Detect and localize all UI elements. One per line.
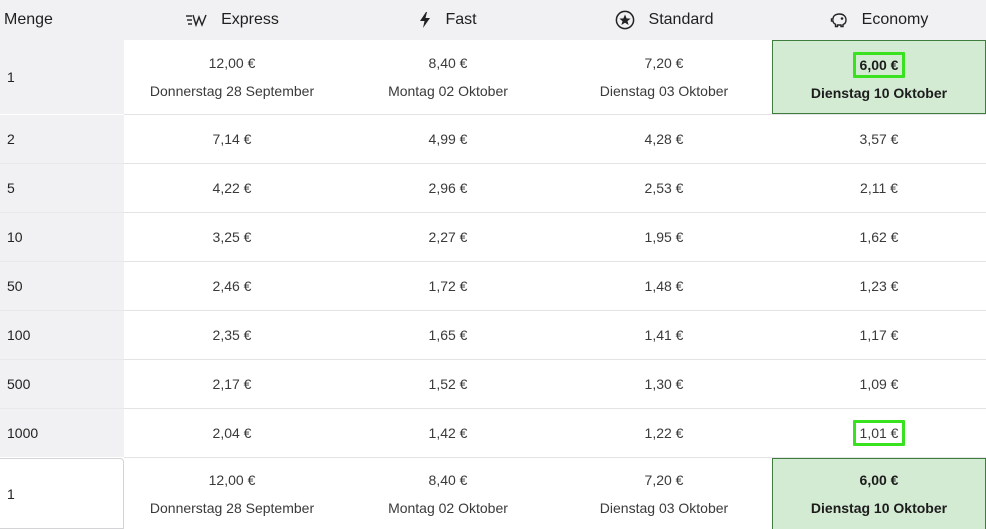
fast-price-cell[interactable]: 1,52 €	[340, 360, 556, 408]
qty-cell: 1000	[0, 409, 124, 457]
economy-price-cell[interactable]: 2,11 €	[772, 164, 986, 212]
fast-price-cell[interactable]: 1,72 €	[340, 262, 556, 310]
table-row[interactable]: 500 2,17 € 1,52 € 1,30 € 1,09 €	[0, 360, 986, 408]
standard-price-cell[interactable]: 7,20 € Dienstag 03 Oktober	[556, 458, 772, 529]
standard-price-cell[interactable]: 4,28 €	[556, 115, 772, 163]
standard-price-cell[interactable]: 1,41 €	[556, 311, 772, 359]
qty-divider	[0, 212, 124, 213]
fast-delivery-date: Montag 02 Oktober	[388, 83, 508, 99]
selected-summary-row[interactable]: 1 12,00 € Donnerstag 28 September 8,40 €…	[0, 458, 986, 529]
qty-cell: 50	[0, 262, 124, 310]
qty-cell: 100	[0, 311, 124, 359]
express-price: 12,00 €	[208, 55, 256, 71]
express-delivery-date: Donnerstag 28 September	[149, 499, 315, 516]
fast-column-header[interactable]: Fast	[340, 0, 556, 40]
table-row[interactable]: 50 2,46 € 1,72 € 1,48 € 1,23 €	[0, 262, 986, 310]
table-row[interactable]: 10 3,25 € 2,27 € 1,95 € 1,62 €	[0, 213, 986, 261]
star-circle-icon	[615, 10, 635, 30]
row-divider	[124, 212, 986, 213]
standard-price-cell[interactable]: 1,48 €	[556, 262, 772, 310]
express-price-cell[interactable]: 2,04 €	[124, 409, 340, 457]
row-divider	[124, 359, 986, 360]
standard-price-cell[interactable]: 1,22 €	[556, 409, 772, 457]
standard-delivery-date: Dienstag 03 Oktober	[599, 83, 729, 99]
row-divider	[124, 114, 986, 115]
fast-price: 8,40 €	[428, 471, 468, 488]
qty-cell: 1	[0, 40, 124, 114]
economy-delivery-date: Dienstag 10 Oktober	[810, 500, 948, 516]
qty-cell: 5	[0, 164, 124, 212]
express-delivery-date: Donnerstag 28 September	[149, 83, 315, 99]
express-price-cell[interactable]: 2,17 €	[124, 360, 340, 408]
row-divider	[124, 310, 986, 311]
standard-price-cell[interactable]: 7,20 € Dienstag 03 Oktober	[556, 40, 772, 114]
economy-price-cell-selected[interactable]: 6,00 € Dienstag 10 Oktober	[772, 458, 986, 529]
table-row[interactable]: 5 4,22 € 2,96 € 2,53 € 2,11 €	[0, 164, 986, 212]
fast-price-cell[interactable]: 1,42 €	[340, 409, 556, 457]
express-price-cell[interactable]: 12,00 € Donnerstag 28 September	[124, 458, 340, 529]
express-wings-icon	[185, 13, 207, 27]
fast-price-cell[interactable]: 1,65 €	[340, 311, 556, 359]
fast-price-cell[interactable]: 8,40 € Montag 02 Oktober	[340, 458, 556, 529]
fast-price-cell[interactable]: 2,96 €	[340, 164, 556, 212]
express-price-cell[interactable]: 2,35 €	[124, 311, 340, 359]
express-price-cell[interactable]: 4,22 €	[124, 164, 340, 212]
standard-price: 7,20 €	[644, 55, 684, 71]
economy-price-highlighted: 1,01 €	[852, 420, 906, 446]
express-price-cell[interactable]: 7,14 €	[124, 115, 340, 163]
economy-price-cell[interactable]: 1,09 €	[772, 360, 986, 408]
express-column-header[interactable]: Express	[124, 0, 340, 40]
economy-price-cell[interactable]: 3,57 €	[772, 115, 986, 163]
qty-cell: 1	[0, 458, 124, 529]
qty-divider	[0, 408, 124, 409]
table-row[interactable]: 1 12,00 € Donnerstag 28 September 8,40 €…	[0, 40, 986, 114]
economy-price-cell-selected[interactable]: 6,00 € Dienstag 10 Oktober	[772, 40, 986, 114]
economy-price-cell[interactable]: 1,23 €	[772, 262, 986, 310]
standard-price-cell[interactable]: 1,30 €	[556, 360, 772, 408]
qty-cell: 2	[0, 115, 124, 163]
qty-divider	[0, 261, 124, 262]
express-price-cell[interactable]: 2,46 €	[124, 262, 340, 310]
standard-price: 7,20 €	[644, 471, 684, 488]
economy-price-cell[interactable]: 1,17 €	[772, 311, 986, 359]
piggy-bank-icon	[830, 12, 848, 28]
standard-delivery-date: Dienstag 03 Oktober	[599, 499, 729, 516]
row-divider	[124, 408, 986, 409]
price-table-header: Menge Express Fast Standard Economy	[0, 0, 986, 40]
qty-divider	[0, 163, 124, 164]
standard-price-cell[interactable]: 2,53 €	[556, 164, 772, 212]
economy-price-cell[interactable]: 1,62 €	[772, 213, 986, 261]
table-row[interactable]: 2 7,14 € 4,99 € 4,28 € 3,57 €	[0, 115, 986, 163]
economy-price: 6,00 €	[859, 472, 899, 488]
express-price-cell[interactable]: 3,25 €	[124, 213, 340, 261]
table-row[interactable]: 100 2,35 € 1,65 € 1,41 € 1,17 €	[0, 311, 986, 359]
lightning-icon	[419, 12, 431, 28]
row-divider	[124, 261, 986, 262]
fast-price-cell[interactable]: 8,40 € Montag 02 Oktober	[340, 40, 556, 114]
express-price-cell[interactable]: 12,00 € Donnerstag 28 September	[124, 40, 340, 114]
qty-cell: 500	[0, 360, 124, 408]
standard-column-header[interactable]: Standard	[556, 0, 772, 40]
qty-divider	[0, 310, 124, 311]
economy-column-header[interactable]: Economy	[772, 0, 986, 40]
fast-price: 8,40 €	[428, 55, 468, 71]
economy-delivery-date: Dienstag 10 Oktober	[810, 85, 948, 101]
qty-column-header: Menge	[4, 11, 53, 28]
standard-price-cell[interactable]: 1,95 €	[556, 213, 772, 261]
qty-cell: 10	[0, 213, 124, 261]
express-price: 12,00 €	[208, 471, 256, 488]
table-row[interactable]: 1000 2,04 € 1,42 € 1,22 € 1,01 €	[0, 409, 986, 457]
row-divider	[124, 457, 986, 458]
fast-delivery-date: Montag 02 Oktober	[388, 499, 508, 516]
economy-price-cell[interactable]: 1,01 €	[772, 409, 986, 457]
row-divider	[124, 163, 986, 164]
fast-price-cell[interactable]: 4,99 €	[340, 115, 556, 163]
qty-divider	[0, 359, 124, 360]
fast-price-cell[interactable]: 2,27 €	[340, 213, 556, 261]
economy-price: 6,00 €	[852, 52, 906, 78]
